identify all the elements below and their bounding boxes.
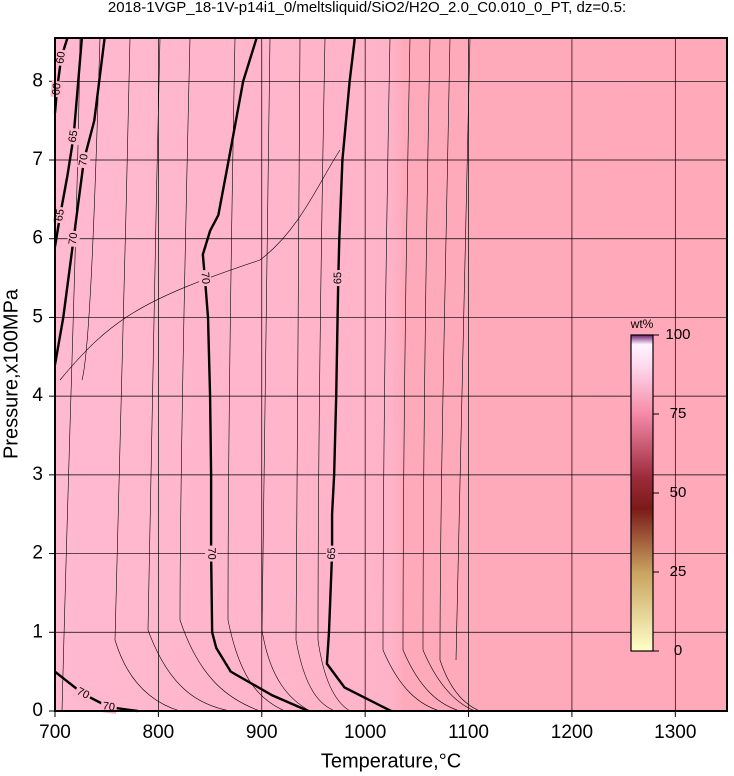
contour-label-group: 65 (66, 127, 81, 146)
x-axis-label: Temperature,°C (321, 750, 461, 772)
y-tick-label: 2 (32, 543, 43, 564)
x-tick-label: 1000 (344, 722, 386, 743)
contour-label: 60 (54, 51, 67, 65)
minor-contour (439, 37, 481, 712)
contour-label-group: 70 (66, 230, 81, 248)
contour-label-bg (66, 230, 81, 248)
contour-label-bg (66, 127, 81, 146)
minor-contour (81, 37, 101, 381)
contour-label-group: 70 (73, 684, 93, 703)
y-axis-label: Pressure,x100MPa (0, 288, 22, 459)
y-tick-label: 4 (32, 385, 43, 406)
colorbar-tick-label: 50 (670, 484, 687, 501)
chart-title: 2018-1VGP_18-1V-p14i1_0/meltsliquid/SiO2… (108, 0, 626, 16)
colorbar (630, 334, 654, 652)
contour-line (53, 37, 106, 365)
contour-line (53, 37, 84, 247)
minor-contour (59, 149, 341, 381)
contour-label: 70 (75, 685, 91, 701)
plot-layer: 700 800 900 1000 1100 1200 1300012345678707065… (32, 37, 727, 743)
contour-label-group: 65 (325, 545, 339, 562)
plot-background (55, 38, 727, 711)
minor-contour (422, 37, 476, 712)
contour-label: 65 (326, 547, 338, 560)
contour-line (54, 670, 138, 713)
contour-label-bg (332, 269, 345, 287)
x-tick-label: 800 (143, 722, 175, 743)
x-tick-label: 1300 (654, 722, 696, 743)
x-tick-label: 900 (246, 722, 278, 743)
minor-contour (61, 37, 81, 712)
contour-label-bg (325, 545, 339, 562)
contour-label-bg (73, 684, 93, 703)
contour-label-group: 65 (332, 269, 345, 287)
contour-label: 70 (205, 547, 217, 559)
minor-contour (317, 37, 351, 712)
colorbar-tick-label: 75 (670, 405, 687, 422)
y-tick-label: 0 (32, 700, 43, 721)
colorbar-tick-label: 100 (665, 326, 690, 343)
contour-label-group: 65 (52, 206, 68, 224)
contour-line (201, 37, 309, 713)
y-tick-label: 5 (32, 306, 43, 327)
contour-label-group: 60 (54, 48, 69, 67)
minor-contour (382, 37, 441, 712)
plot-frame (54, 37, 728, 712)
contour-label-group: 70 (76, 151, 91, 169)
contour-label: 70 (77, 153, 90, 167)
contour-label: 70 (67, 232, 80, 246)
contour-line (325, 37, 392, 713)
contour-label-bg (76, 151, 91, 169)
x-tick-label: 1200 (551, 722, 593, 743)
contour-label-group: 60 (50, 80, 64, 98)
contour-label: 70 (199, 271, 212, 284)
colorbar-title: wt% (630, 317, 654, 331)
contour-label: 60 (50, 83, 63, 96)
contour-label: 65 (67, 129, 81, 143)
minor-contour (147, 37, 231, 712)
x-tick-label: 700 (39, 722, 71, 743)
y-tick-label: 7 (32, 149, 43, 170)
contour-label-bg (205, 545, 218, 562)
contour-line (53, 37, 69, 113)
contour-label-bg (54, 48, 69, 67)
contour-label-bg (50, 80, 64, 98)
y-tick-label: 6 (32, 228, 43, 249)
y-tick-label: 1 (32, 621, 43, 642)
contour-label-bg (198, 269, 212, 287)
y-tick-label: 3 (32, 464, 43, 485)
contour-label-group: 70 (198, 269, 212, 287)
contour-label: 65 (332, 272, 344, 284)
x-tick-label: 1100 (448, 722, 489, 743)
colorbar-tick-label: 0 (674, 642, 682, 659)
colorbar-tick-label: 25 (670, 563, 687, 580)
y-tick-label: 8 (32, 70, 43, 91)
contour-label-bg (52, 206, 68, 224)
contour-label-group: 70 (205, 545, 218, 562)
contour-label: 65 (53, 208, 67, 222)
minor-contour (179, 37, 261, 712)
minor-contour (402, 37, 461, 712)
